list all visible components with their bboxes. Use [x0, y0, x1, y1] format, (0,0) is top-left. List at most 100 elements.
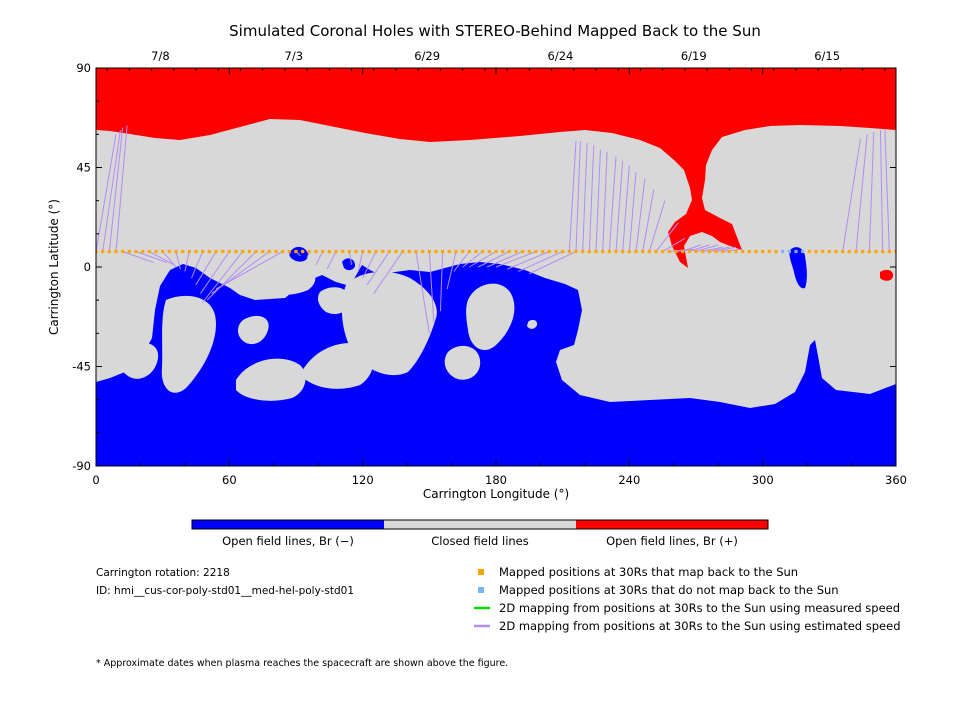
x-axis: 0 60 120 180 240 300 360 — [92, 68, 907, 487]
top-date-label: 6/24 — [548, 49, 574, 63]
mapped-position — [181, 249, 185, 254]
mapping-lines — [96, 125, 890, 334]
mapped-position — [681, 249, 685, 254]
legend-label: Mapped positions at 30Rs that map back t… — [499, 565, 798, 579]
mapped-position — [314, 249, 318, 254]
footnote: * Approximate dates when plasma reaches … — [96, 658, 508, 669]
top-date-axis: 7/8 7/3 6/29 6/24 6/19 6/15 — [106, 49, 886, 71]
colorbar: Open field lines, Br (−) Closed field lin… — [191, 519, 769, 548]
mapped-position — [707, 249, 711, 254]
mapped-position — [774, 249, 778, 254]
mapping-line — [428, 251, 435, 323]
mapping-line — [184, 251, 190, 272]
closed-island — [237, 315, 269, 345]
mapping-line — [206, 251, 257, 301]
mapped-position — [574, 249, 578, 254]
mapping-line — [102, 129, 121, 252]
mapping-line — [842, 138, 861, 252]
mapped-position — [434, 249, 438, 254]
legend: Mapped positions at 30Rs that map back t… — [474, 565, 901, 633]
mapped-position — [401, 249, 405, 254]
legend-label: Mapped positions at 30Rs that do not map… — [499, 583, 839, 597]
positive-coronal-hole-small — [880, 269, 894, 281]
mapped-position — [501, 249, 505, 254]
closed-island — [527, 319, 538, 329]
mapped-position — [821, 249, 825, 254]
mapped-position — [454, 249, 458, 254]
mapped-position — [241, 249, 245, 254]
mapping-line — [357, 251, 364, 272]
top-date-label: 7/3 — [285, 49, 304, 63]
mapping-line — [495, 251, 537, 268]
mapped-position — [374, 249, 378, 254]
mapped-position — [467, 249, 471, 254]
mapping-line — [315, 251, 324, 266]
mapped-position — [96, 249, 98, 254]
mapping-line — [622, 165, 630, 252]
model-id: ID: hmi__cus-cor-poly-std01__med-hel-pol… — [96, 585, 354, 597]
chart-title: Simulated Coronal Holes with STEREO-Behi… — [229, 22, 761, 40]
legend-marker — [478, 587, 484, 593]
mapped-position — [354, 249, 358, 254]
legend-marker — [478, 569, 484, 575]
mapped-position — [334, 249, 338, 254]
legend-label: 2D mapping from positions at 30Rs to the… — [499, 619, 901, 633]
mapped-position — [767, 249, 771, 254]
closed-island — [118, 342, 159, 379]
mapped-position — [747, 249, 751, 254]
mapping-line — [149, 251, 175, 266]
north-polar-coronal-hole — [96, 68, 896, 268]
mapping-line — [642, 189, 655, 252]
mapping-line — [868, 132, 875, 252]
mapped-position — [507, 249, 511, 254]
mapped-position — [561, 249, 565, 254]
mapped-position — [867, 249, 871, 254]
mapping-line — [615, 160, 624, 252]
mapping-line — [506, 251, 550, 270]
mapping-line — [362, 251, 377, 279]
mapped-position — [274, 249, 278, 254]
mapped-position — [327, 249, 331, 254]
mapped-position — [194, 249, 198, 254]
mapped-position — [114, 249, 118, 254]
mapped-position — [221, 249, 225, 254]
mapping-line — [602, 151, 608, 252]
unmapped-position — [781, 249, 785, 254]
mapped-position — [161, 249, 165, 254]
mapped-position — [147, 249, 151, 254]
mapping-line — [884, 129, 890, 252]
south-polar-coronal-hole — [96, 262, 896, 466]
mapped-position — [841, 249, 845, 254]
mapped-position — [814, 249, 818, 254]
mapped-position — [214, 249, 218, 254]
mapped-positions — [96, 249, 896, 254]
mapped-position — [201, 249, 205, 254]
mapped-position — [294, 249, 298, 254]
top-date-label: 6/19 — [681, 49, 707, 63]
mapped-position — [607, 249, 611, 254]
mapped-position — [761, 249, 765, 254]
mapped-position — [267, 249, 271, 254]
mapped-position — [441, 249, 445, 254]
mapping-line — [568, 140, 577, 252]
mapped-position — [701, 249, 705, 254]
mapped-position — [601, 249, 605, 254]
mapping-line — [855, 134, 868, 252]
mapping-line — [486, 251, 523, 268]
mapping-line — [529, 251, 577, 275]
mapped-position — [287, 249, 291, 254]
mapped-position — [367, 249, 371, 254]
mapping-line — [462, 251, 483, 268]
mapping-line — [135, 251, 168, 264]
mapping-line — [115, 125, 128, 252]
mapped-position — [754, 249, 758, 254]
mapping-line — [582, 143, 588, 252]
mapped-position — [881, 249, 885, 254]
mapping-line — [595, 149, 601, 252]
mapped-position — [494, 249, 498, 254]
mapping-line — [326, 251, 337, 270]
colorbar-label: Closed field lines — [431, 534, 529, 548]
mapped-position — [887, 249, 891, 254]
closed-island — [236, 358, 306, 401]
x-tick-label: 0 — [92, 473, 99, 487]
